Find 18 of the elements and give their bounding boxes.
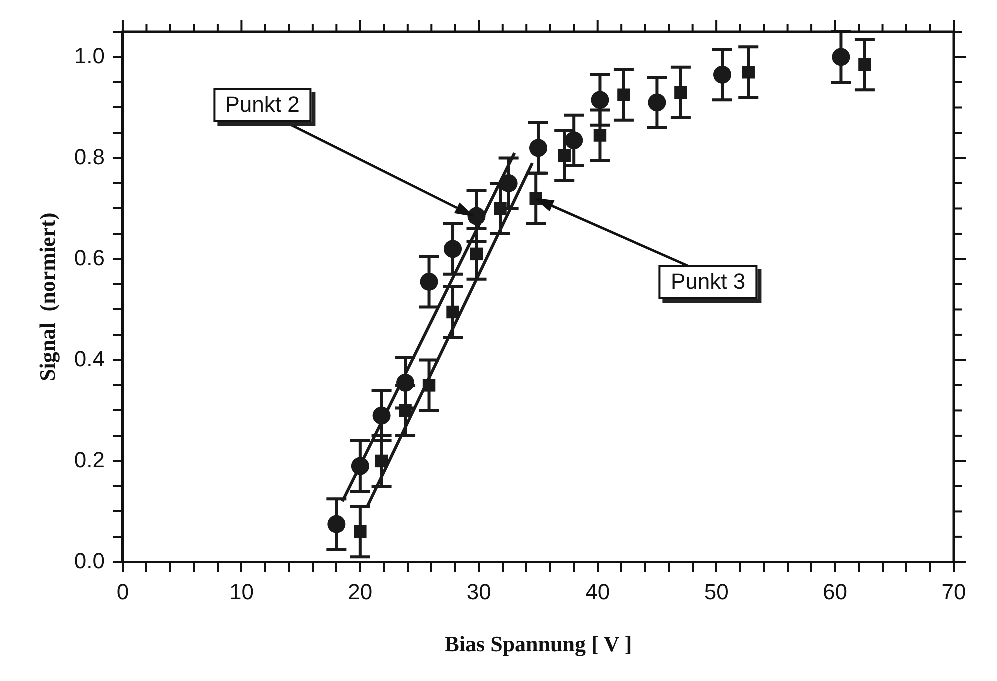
x-tick-label: 70 xyxy=(942,579,966,604)
x-tick-label: 40 xyxy=(586,579,610,604)
y-axis-title: Signal (normiert) xyxy=(34,212,60,382)
annotation: Punkt 3 xyxy=(659,265,758,300)
y-tick-label: 1.0 xyxy=(74,43,105,68)
x-tick-label: 0 xyxy=(116,579,130,604)
x-axis-title: Bias Spannung [ V ] xyxy=(444,631,632,656)
y-tick-label: 0.4 xyxy=(74,346,105,372)
y-tick-label: 0.6 xyxy=(74,245,105,270)
x-tick-label: 10 xyxy=(229,579,254,604)
x-tick-label: 20 xyxy=(348,579,373,604)
annotation: Punkt 2 xyxy=(213,88,312,122)
y-tick-label: 0.2 xyxy=(74,447,105,472)
y-tick-label: 0.0 xyxy=(74,548,105,574)
x-tick-label: 30 xyxy=(466,579,492,604)
x-tick-label: 60 xyxy=(823,579,848,604)
y-tick-label: 0.8 xyxy=(74,144,105,170)
x-tick-label: 50 xyxy=(704,579,729,604)
